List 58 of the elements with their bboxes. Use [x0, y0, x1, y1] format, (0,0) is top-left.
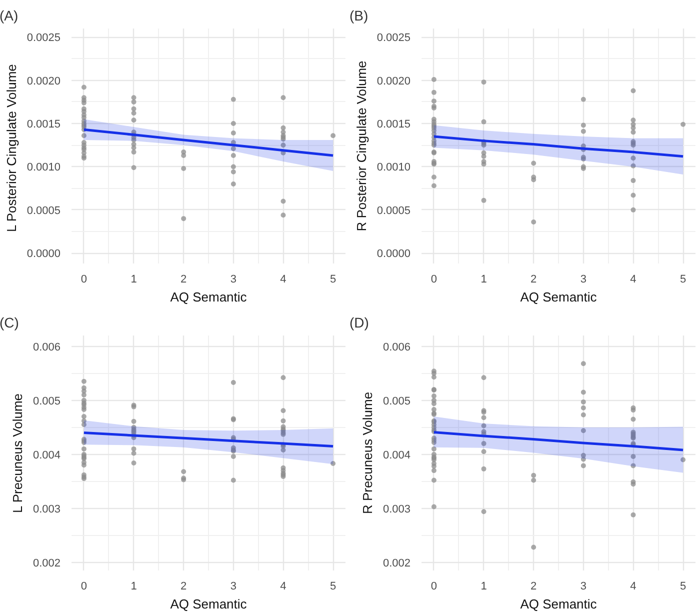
x-tick-label: 3: [230, 274, 236, 286]
x-tick-label: 4: [280, 580, 286, 592]
x-tick-label: 0: [80, 274, 88, 286]
y-tick-label: 0.0025: [26, 32, 61, 44]
y-tick-label: 0.004: [32, 449, 61, 462]
chart-title: (D): [350, 314, 369, 330]
x-tick-label: 2: [180, 580, 187, 592]
x-tick-label: 5: [330, 274, 336, 286]
y-tick-label: 0.006: [32, 341, 61, 354]
y-tick-label: 0.003: [382, 503, 411, 516]
x-tick-label: 5: [330, 580, 336, 592]
x-tick-label: 3: [230, 580, 236, 592]
y-tick-label: 0.0005: [376, 204, 411, 217]
y-tick-label: 0.004: [382, 449, 411, 462]
x-tick-label: 1: [480, 274, 487, 286]
y-tick-label: 0.002: [382, 557, 411, 570]
x-tick-label: 4: [630, 274, 636, 286]
x-tick-label: 5: [680, 274, 686, 286]
x-tick-label: 0: [430, 580, 438, 592]
y-tick-label: 0.005: [382, 395, 411, 408]
x-axis-title: AQ Semantic: [170, 290, 248, 304]
y-tick-label: 0.0015: [26, 118, 61, 131]
x-tick-label: 4: [280, 274, 286, 286]
y-tick-label: 0.0005: [26, 204, 61, 217]
chart-title: (B): [350, 8, 368, 24]
y-tick-label: 0.0020: [376, 75, 411, 88]
x-axis-title: AQ Semantic: [520, 290, 598, 304]
chart-title: (A): [0, 8, 18, 24]
x-tick-label: 2: [180, 274, 187, 286]
y-tick-label: 0.0020: [26, 75, 61, 88]
y-tick-label: 0.0000: [26, 248, 61, 260]
y-tick-label: 0.0000: [376, 248, 411, 260]
x-tick-label: 2: [530, 274, 537, 286]
y-axis-title: L Precuneus Volume: [10, 394, 25, 513]
y-tick-label: 0.0025: [376, 32, 411, 44]
y-tick-label: 0.002: [32, 557, 61, 570]
y-axis-title: L Posterior Cingulate Volume: [4, 64, 19, 232]
y-tick-label: 0.006: [382, 341, 411, 354]
x-tick-label: 3: [580, 580, 586, 592]
y-tick-label: 0.0010: [26, 162, 61, 174]
x-tick-label: 0: [80, 580, 88, 592]
x-axis-title: AQ Semantic: [170, 596, 248, 612]
y-axis-title: R Precuneus Volume: [360, 392, 375, 514]
x-tick-label: 1: [130, 274, 137, 286]
x-axis-title: AQ Semantic: [520, 596, 598, 612]
y-tick-label: 0.0010: [376, 162, 411, 174]
y-axis-title: R Posterior Cingulate Volume: [354, 60, 369, 232]
x-tick-label: 1: [480, 580, 487, 592]
chart-title: (C): [0, 314, 19, 330]
x-tick-label: 3: [580, 274, 586, 286]
y-tick-label: 0.003: [32, 503, 61, 516]
y-tick-label: 0.005: [32, 395, 61, 408]
y-tick-label: 0.0015: [376, 118, 411, 131]
x-tick-label: 1: [130, 580, 137, 592]
x-tick-label: 5: [680, 580, 686, 592]
x-tick-label: 0: [430, 274, 438, 286]
x-tick-label: 4: [630, 580, 636, 592]
x-tick-label: 2: [530, 580, 537, 592]
